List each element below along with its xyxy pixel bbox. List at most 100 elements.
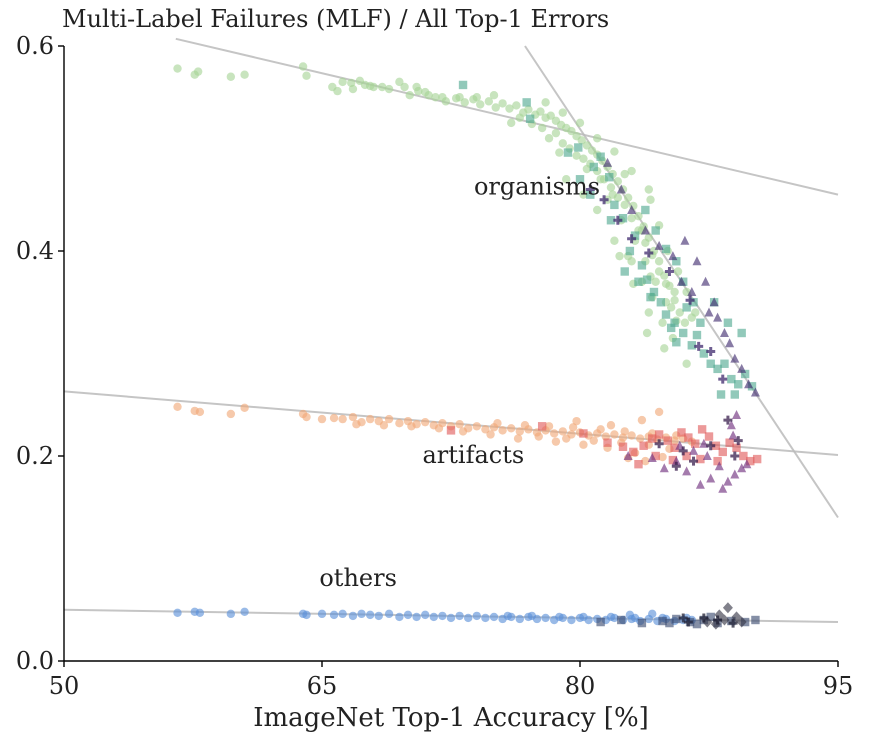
chart-title: Multi-Label Failures (MLF) / All Top-1 E…	[62, 5, 609, 33]
data-point	[616, 184, 626, 194]
data-point	[625, 610, 635, 620]
data-point	[699, 349, 709, 358]
data-point	[472, 611, 481, 621]
data-point	[672, 614, 681, 624]
data-point	[481, 613, 490, 623]
data-point	[374, 611, 383, 621]
data-point	[727, 374, 736, 384]
data-point	[627, 166, 636, 176]
data-point	[706, 473, 716, 483]
trend-line-organisms-0	[175, 37, 839, 196]
data-point	[438, 93, 447, 102]
data-point	[641, 456, 650, 466]
data-point	[702, 451, 712, 460]
data-point	[697, 425, 707, 434]
data-point	[338, 77, 347, 87]
data-point	[696, 454, 705, 464]
data-point	[520, 421, 530, 430]
data-point	[226, 409, 236, 419]
data-point	[195, 608, 205, 618]
data-point	[555, 148, 564, 157]
data-point	[434, 424, 444, 433]
data-point	[567, 126, 576, 136]
data-point	[654, 257, 664, 266]
data-point	[658, 452, 667, 462]
data-point	[713, 364, 722, 374]
data-point	[395, 612, 404, 622]
data-point	[625, 246, 635, 256]
data-point	[620, 267, 629, 276]
data-point	[654, 439, 664, 449]
data-point	[525, 114, 535, 123]
data-point	[455, 611, 464, 621]
data-point	[596, 175, 605, 184]
data-point	[572, 416, 581, 426]
data-point	[740, 369, 750, 379]
data-point	[421, 610, 430, 620]
data-point	[648, 434, 657, 443]
trend-lines	[63, 37, 839, 624]
data-point	[723, 318, 733, 327]
data-point	[706, 612, 715, 622]
data-point	[620, 427, 629, 436]
data-point	[421, 87, 430, 97]
data-point	[585, 185, 595, 194]
data-point	[472, 93, 481, 102]
data-point	[544, 422, 554, 431]
data-point	[732, 410, 742, 419]
data-point	[618, 214, 628, 223]
data-point	[642, 328, 652, 338]
data-point	[317, 609, 327, 619]
data-point	[739, 451, 748, 461]
data-point	[606, 183, 616, 192]
data-point	[746, 456, 755, 466]
data-point	[551, 437, 561, 446]
series-artifacts-triangle	[623, 410, 752, 493]
data-point	[515, 113, 524, 122]
data-point	[489, 91, 499, 100]
data-point	[365, 414, 375, 424]
series-organisms-circle	[173, 62, 700, 368]
data-point	[610, 147, 619, 156]
data-point	[670, 443, 679, 452]
data-point	[733, 436, 743, 446]
data-point	[537, 422, 547, 431]
data-point	[725, 438, 734, 447]
data-point	[613, 177, 623, 186]
data-point	[664, 267, 674, 276]
data-point	[173, 402, 182, 411]
data-point	[593, 205, 602, 215]
data-point	[671, 456, 681, 466]
data-point	[558, 427, 567, 436]
data-point	[586, 190, 595, 199]
data-point	[623, 451, 633, 460]
data-point	[579, 612, 588, 622]
data-point	[658, 318, 667, 327]
data-point	[682, 303, 691, 312]
data-point	[661, 310, 671, 319]
data-point	[663, 436, 672, 445]
data-point	[360, 80, 370, 90]
y-tick-label: 0.4	[16, 237, 54, 265]
data-point	[656, 298, 666, 307]
data-point	[644, 308, 653, 317]
data-point	[579, 190, 588, 199]
data-point	[173, 64, 182, 73]
data-point	[668, 455, 678, 465]
data-point	[728, 430, 738, 440]
data-point	[651, 277, 660, 286]
data-point	[226, 72, 236, 81]
x-tick-label: 80	[565, 672, 596, 700]
data-point	[648, 609, 657, 619]
data-point	[596, 425, 605, 434]
data-point	[659, 463, 669, 473]
data-point	[357, 609, 366, 619]
data-point	[737, 463, 747, 473]
data-point	[713, 312, 723, 322]
data-point	[498, 99, 507, 108]
data-point	[685, 295, 695, 305]
data-point	[412, 612, 421, 622]
data-point	[524, 105, 533, 114]
data-point	[240, 607, 249, 616]
